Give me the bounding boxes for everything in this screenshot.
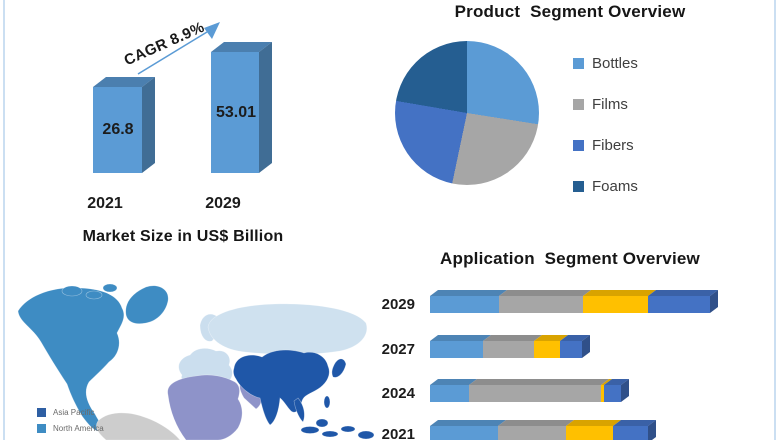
stacked-segment <box>430 296 499 313</box>
region-north-america <box>17 287 125 432</box>
stacked-bar-side <box>648 420 656 440</box>
legend-label: Foams <box>592 177 638 195</box>
stacked-segment-top <box>613 420 656 426</box>
column-bar-side <box>142 77 155 173</box>
stacked-segment-top <box>534 335 568 341</box>
stacked-category-2029: 2029 <box>381 296 415 313</box>
world-map-svg <box>17 283 375 440</box>
map-legend-item: North America <box>37 423 104 434</box>
stacked-bar-side <box>710 290 718 313</box>
legend-label: Bottles <box>592 54 638 72</box>
bar-category-2029: 2029 <box>205 195 241 212</box>
stacked-segment <box>613 426 648 440</box>
region-africa <box>167 374 243 440</box>
stacked-bar-side <box>582 335 590 358</box>
bar-value-2021: 26.8 <box>102 121 134 138</box>
legend-label: Fibers <box>592 136 634 154</box>
stacked-category-2021: 2021 <box>381 426 415 440</box>
legend-label: Asia Pacific <box>53 408 95 417</box>
legend-color-swatch <box>37 424 46 433</box>
world-map <box>10 265 390 440</box>
left-border-line <box>3 0 5 440</box>
stacked-segment <box>430 341 483 358</box>
legend-color-swatch <box>573 57 584 69</box>
region-se-asia <box>293 397 305 423</box>
stacked-segment <box>604 385 621 402</box>
stacked-segment <box>498 426 566 440</box>
stacked-segment <box>648 296 710 313</box>
stacked-segment-top <box>483 335 542 341</box>
stacked-segment <box>534 341 560 358</box>
stacked-segment <box>483 341 534 358</box>
region-new-guinea <box>357 430 375 440</box>
column-bar-top <box>211 42 272 52</box>
stacked-segment <box>560 341 582 358</box>
right-border-line <box>774 0 776 440</box>
stacked-bar-side <box>621 379 629 402</box>
region-indonesia <box>321 430 339 438</box>
legend-color-swatch <box>573 98 584 110</box>
stacked-segment-top <box>583 290 656 296</box>
column-bar-top <box>93 77 155 87</box>
product-segment-pie <box>395 41 539 185</box>
legend-color-swatch <box>37 408 46 417</box>
column-bar-side <box>259 42 272 173</box>
legend-color-swatch <box>573 180 584 192</box>
application-segment-title: Application Segment Overview <box>440 249 700 268</box>
region-indonesia <box>340 425 356 433</box>
map-legend: Asia Pacific North America <box>37 407 104 439</box>
stacked-segment <box>583 296 648 313</box>
product-segment-title: Product Segment Overview <box>454 2 686 21</box>
product-segment-legend: Bottles Films Fibers Foams <box>573 54 638 218</box>
region-philippines <box>323 395 331 409</box>
stacked-segment-top <box>469 379 609 385</box>
market-size-chart-title: Market Size in US$ Billion <box>82 228 284 245</box>
stacked-segment-top <box>601 379 612 385</box>
pie-legend-item: Foams <box>573 177 638 195</box>
stacked-segment <box>499 296 583 313</box>
stacked-segment-top <box>648 290 718 296</box>
stacked-segment-top <box>560 335 590 341</box>
stacked-segment <box>566 426 613 440</box>
stacked-segment-top <box>498 420 574 426</box>
legend-label: North America <box>53 424 104 433</box>
region-indonesia <box>300 426 320 434</box>
bar-category-2021: 2021 <box>87 195 123 212</box>
stacked-category-2027: 2027 <box>381 341 415 358</box>
pie-legend-item: Fibers <box>573 136 638 154</box>
stacked-category-2024: 2024 <box>381 385 415 402</box>
stacked-segment <box>469 385 601 402</box>
region-borneo <box>315 418 329 428</box>
stacked-segment-top <box>430 290 507 296</box>
stacked-segment-top <box>430 420 506 426</box>
region-arctic-island <box>85 290 103 300</box>
column-bar-2029 <box>211 52 259 173</box>
stacked-segment <box>430 426 498 440</box>
column-bar-2021 <box>93 87 142 173</box>
region-russia-cis <box>207 303 368 355</box>
market-size-bars-svg <box>93 22 272 173</box>
stacked-segment <box>430 385 469 402</box>
region-arctic-island <box>61 285 83 297</box>
stacked-segment-top <box>604 379 629 385</box>
region-greenland <box>125 285 169 325</box>
cagr-arrow-icon <box>137 22 220 75</box>
stacked-segment-top <box>430 335 491 341</box>
region-asia-pacific <box>233 349 330 426</box>
stacked-segment-top <box>430 379 477 385</box>
region-japan <box>331 358 347 378</box>
region-arctic-island <box>102 283 118 293</box>
legend-label: Films <box>592 95 628 113</box>
region-south-america <box>96 412 181 440</box>
pie-legend-item: Films <box>573 95 638 113</box>
stacked-segment-top <box>499 290 591 296</box>
bar-value-2029: 53.01 <box>215 104 257 121</box>
legend-color-swatch <box>573 139 584 151</box>
map-legend-item: Asia Pacific <box>37 407 104 418</box>
application-bars-svg <box>430 290 718 440</box>
stacked-segment <box>601 385 604 402</box>
stacked-segment-top <box>566 420 621 426</box>
pie-legend-item: Bottles <box>573 54 638 72</box>
